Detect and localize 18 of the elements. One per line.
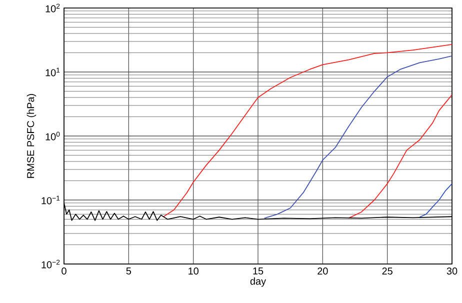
line-series [264,56,452,219]
line-series [419,183,452,218]
y-tick-label: 10$^{2}$ [46,4,60,12]
y-tick-label: 10$^{1}$ [46,68,60,76]
x-tick-label: 15 [253,268,264,274]
x-tick-label: 0 [62,268,66,275]
x-tick-label: 25 [382,268,392,275]
line-series [163,44,452,218]
y-tick-label: 10$^{−1}$ [42,196,60,204]
line-series [348,94,452,219]
y-tick-label: 10$^{0}$ [46,132,60,140]
x-tick-label: 5 [126,268,132,274]
x-axis-title: day [250,277,266,287]
x-tick-label: 30 [446,268,458,275]
x-tick-label: 10 [188,268,198,275]
x-tick-label: 20 [318,268,328,275]
y-tick-label: 10$^{−2}$ [42,260,60,268]
y-axis-title: RMSE PSFC (hPa) [26,94,36,178]
